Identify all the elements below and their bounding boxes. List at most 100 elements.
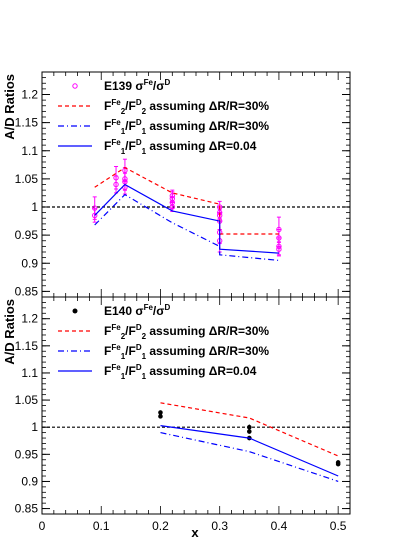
y-axis-label: A/D Ratios [2,299,17,365]
data-point [113,175,119,181]
legend-entry: FFe2/FD2 assuming ΔR/R=30% [104,98,269,116]
legend-entry: FFe2/FD2 assuming ΔR/R=30% [104,323,269,341]
legend-entry: FFe1/FD1 assuming ΔR=0.04 [104,363,257,381]
legend-s1: Fe [111,98,121,107]
legend-s1: Fe [111,363,121,372]
x-tick-label: 0.2 [152,519,169,533]
y-tick-label: 0.9 [21,256,38,270]
legend-tail: assuming ΔR/R=30% [146,344,269,358]
data-point [247,429,252,434]
legend-main: F [104,99,111,113]
legend-tail: assuming ΔR=0.04 [146,139,257,153]
legend-mid: /σ [153,79,165,93]
legend-sub1: 1 [121,127,126,136]
legend-s1: Fe [111,138,121,147]
legend-s1: Fe [144,303,154,312]
x-tick-label: 0 [39,519,46,533]
legend-s2: D [164,78,170,87]
legend-s2: D [136,363,142,372]
legend-main: F [104,344,111,358]
legend-s2: D [136,343,142,352]
legend-tail: assuming ΔR/R=30% [146,99,269,113]
legend-mid: /σ [153,304,165,318]
legend-mid: /F [125,99,136,113]
legend-sub1: 2 [121,107,126,116]
series-line [94,183,279,254]
legend-sub1: 1 [121,372,126,381]
legend-s2: D [136,323,142,332]
y-tick-label: 0.85 [15,284,39,298]
legend-tail: assuming ΔR=0.04 [146,364,257,378]
y-tick-label: 0.85 [15,502,39,516]
legend-main: F [104,364,111,378]
y-tick-label: 1 [31,200,38,214]
series-line [94,166,279,235]
data-point [158,414,163,419]
data-point [169,195,176,202]
data-point [335,461,341,467]
legend-main: F [104,324,111,338]
legend-s1: Fe [111,323,121,332]
y-tick-label: 1.05 [15,172,39,186]
legend-mid: /F [125,119,136,133]
data-point [247,424,252,430]
legend-entry: E140 σFe/σD [104,303,170,318]
legend-sub1: 1 [121,352,126,361]
legend-marker [72,83,78,89]
legend-sub2: 1 [142,147,147,156]
x-tick-label: 0.1 [93,519,110,533]
legend-s1: Fe [144,78,154,87]
legend-mid: /F [125,324,136,338]
legend-mid: /F [125,364,136,378]
y-tick-label: 1.2 [21,312,38,326]
data-point [158,410,163,415]
legend-mid: /F [125,139,136,153]
y-tick-label: 0.9 [21,474,38,488]
legend-sub1: 2 [121,332,126,341]
series-line [160,432,339,482]
y-tick-label: 1.1 [21,366,38,380]
legend-marker [72,308,78,314]
x-axis-label: x [191,525,199,537]
y-tick-label: 1.1 [21,144,38,158]
legend-main: F [104,139,111,153]
legend-mid: /F [125,344,136,358]
bottom-panel: 0.85 0.9 0.95 1 1.05 1.1 1.15 1.2 0 0.1 0.2 0.3 0.4 0… [2,296,351,537]
legend-sub2: 1 [142,127,147,136]
legend-tail: assuming ΔR/R=30% [146,119,269,133]
legend-entry: E139 σFe/σD [104,78,170,93]
legend-s1: Fe [111,118,121,127]
legend-main: F [104,119,111,133]
legend-s1: Fe [111,343,121,352]
legend-sub2: 1 [142,372,147,381]
y-tick-label: 1.15 [15,339,39,353]
legend-sub2: 2 [142,332,147,341]
y-tick-label: 1.05 [15,393,39,407]
y-axis-label: A/D Ratios [2,74,17,140]
legend-entry: FFe1/FD1 assuming ΔR/R=30% [104,118,269,136]
legend-sub1: 1 [121,147,126,156]
legend-tail: assuming ΔR/R=30% [146,324,269,338]
x-tick-label: 0.5 [330,519,347,533]
legend-s2: D [136,138,142,147]
legend-entry: FFe1/FD1 assuming ΔR/R=30% [104,343,269,361]
y-tick-label: 1.15 [15,116,39,130]
legend-s2: D [136,118,142,127]
y-tick-label: 0.95 [15,447,39,461]
x-tick-label: 0.3 [211,519,228,533]
series-line [160,425,339,477]
series-line [94,193,279,261]
y-tick-label: 0.95 [15,228,39,242]
legend-main: E139 σ [104,79,144,93]
top-panel: 0.85 0.9 0.95 1 1.05 1.1 1.15 1.2 A/D Ratios E139… [2,71,351,298]
legend-main: E140 σ [104,304,144,318]
series-line [160,402,339,457]
legend-sub2: 1 [142,352,147,361]
y-tick-label: 1 [31,420,38,434]
legend-entry: FFe1/FD1 assuming ΔR=0.04 [104,138,257,156]
legend-s2: D [164,303,170,312]
data-point [92,212,98,219]
data-point [276,246,282,252]
x-tick-label: 0.4 [271,519,288,533]
